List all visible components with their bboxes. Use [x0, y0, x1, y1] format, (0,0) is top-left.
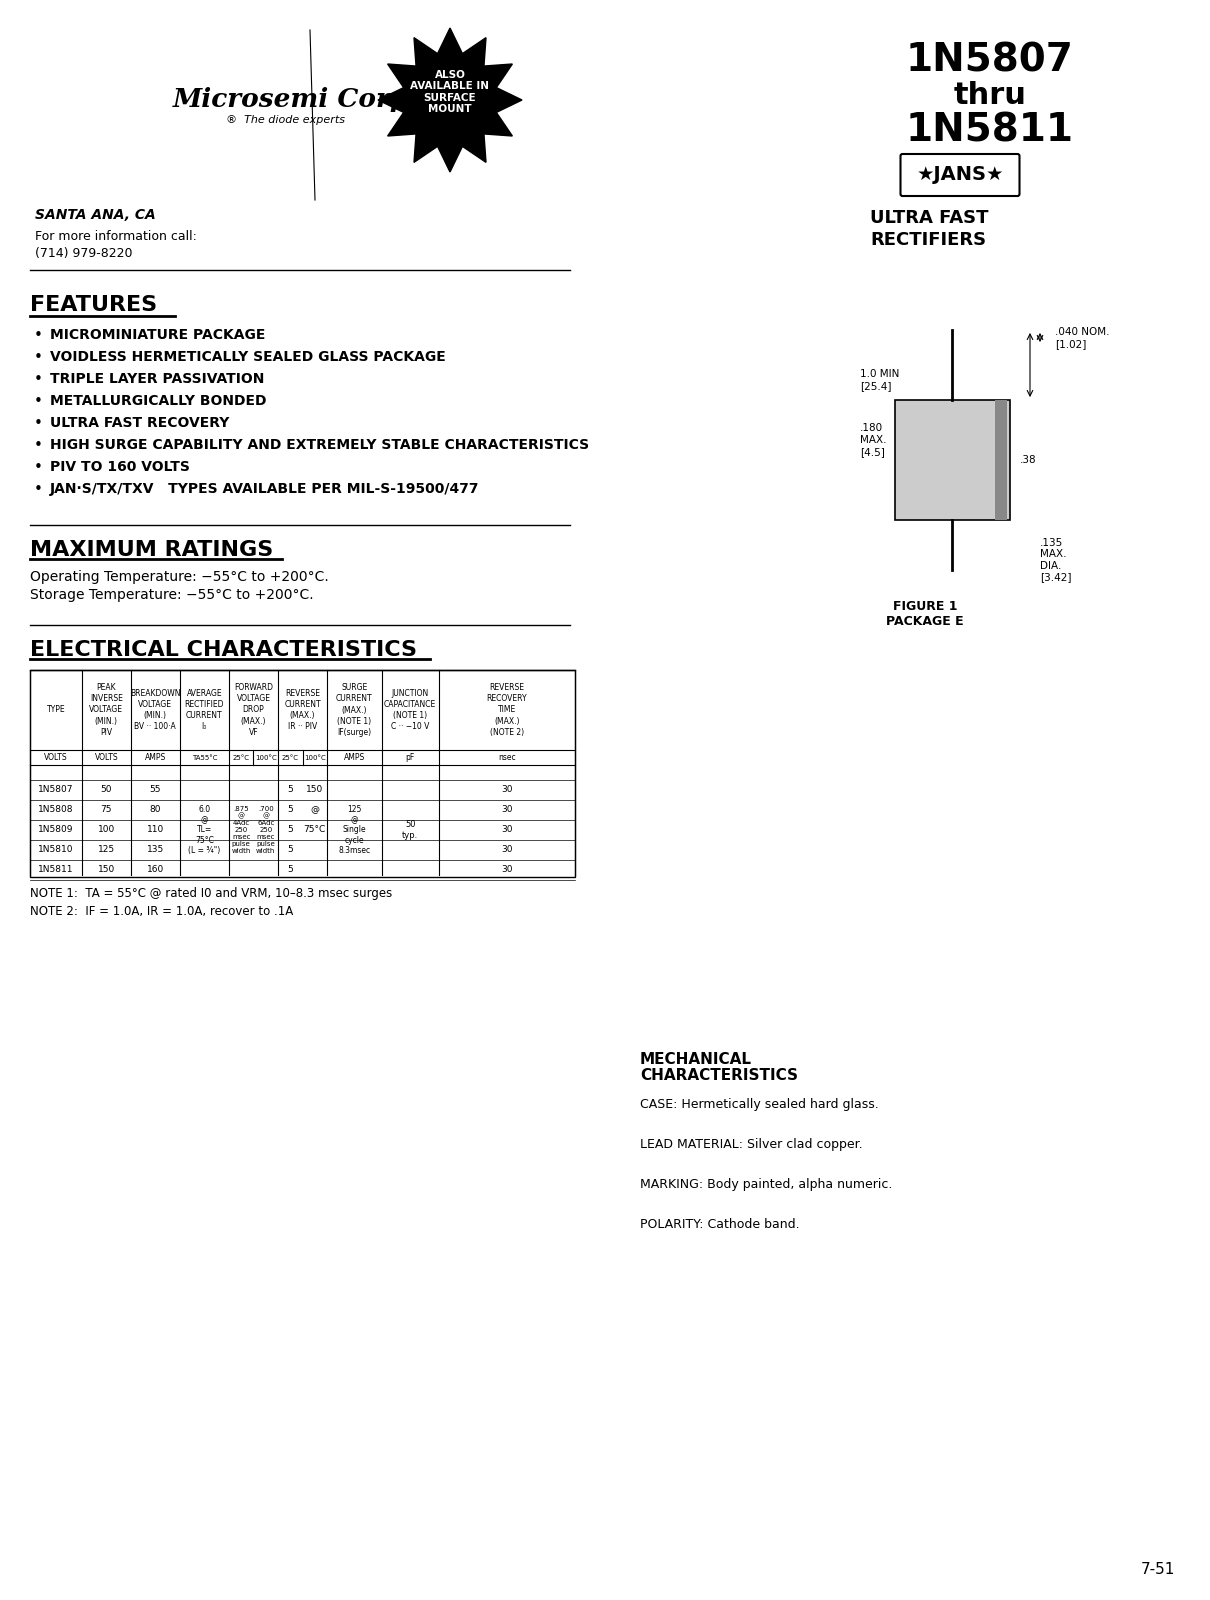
Text: 75: 75: [100, 805, 113, 814]
Text: FIGURE 1
PACKAGE E: FIGURE 1 PACKAGE E: [886, 600, 964, 627]
Text: 50: 50: [100, 786, 113, 795]
Text: 125
@
Single
cycle
8.3msec: 125 @ Single cycle 8.3msec: [339, 805, 370, 856]
Text: .38: .38: [1020, 454, 1037, 466]
Text: 25°C: 25°C: [282, 755, 299, 762]
Text: @: @: [310, 805, 319, 814]
Text: TYPE: TYPE: [46, 706, 65, 715]
Bar: [895, 400, 1010, 520]
Text: REVERSE
CURRENT
(MAX.)
IR ·· PIV: REVERSE CURRENT (MAX.) IR ·· PIV: [284, 690, 321, 731]
Text: 135: 135: [146, 845, 165, 854]
Text: ELECTRICAL CHARACTERISTICS: ELECTRICAL CHARACTERISTICS: [30, 640, 417, 659]
Text: 100: 100: [98, 826, 115, 835]
Text: (714) 979-8220: (714) 979-8220: [35, 246, 133, 259]
Text: MECHANICAL: MECHANICAL: [640, 1053, 751, 1067]
Text: .135
MAX.
DIA.
[3.42]: .135 MAX. DIA. [3.42]: [1041, 538, 1072, 582]
Text: •: •: [34, 416, 42, 430]
Text: 1N5811: 1N5811: [39, 866, 74, 875]
Text: TA55°C: TA55°C: [191, 755, 217, 762]
Text: •: •: [34, 459, 42, 475]
Text: POLARITY: Cathode band.: POLARITY: Cathode band.: [640, 1218, 800, 1230]
Text: 5: 5: [287, 786, 293, 795]
Text: nsec: nsec: [499, 754, 515, 763]
Text: NOTE 1:  TA = 55°C @ rated I0 and VRM, 10–8.3 msec surges: NOTE 1: TA = 55°C @ rated I0 and VRM, 10…: [30, 886, 392, 899]
Text: 25°C: 25°C: [232, 755, 249, 762]
Text: 1N5807: 1N5807: [906, 42, 1074, 78]
Text: 30: 30: [501, 845, 513, 854]
Text: ALSO
AVAILABLE IN
SURFACE
MOUNT: ALSO AVAILABLE IN SURFACE MOUNT: [410, 69, 490, 115]
Text: •: •: [34, 328, 42, 342]
Text: ULTRA FAST: ULTRA FAST: [870, 210, 989, 227]
Text: SURGE
CURRENT
(MAX.)
(NOTE 1)
IF(surge): SURGE CURRENT (MAX.) (NOTE 1) IF(surge): [336, 683, 373, 736]
Text: JUNCTION
CAPACITANCE
(NOTE 1)
C ·· −10 V: JUNCTION CAPACITANCE (NOTE 1) C ·· −10 V: [384, 690, 437, 731]
Text: RECTIFIERS: RECTIFIERS: [870, 230, 986, 250]
Text: 160: 160: [146, 866, 165, 875]
Bar: [995, 400, 1007, 520]
Text: LEAD MATERIAL: Silver clad copper.: LEAD MATERIAL: Silver clad copper.: [640, 1138, 863, 1150]
Text: MARKING: Body painted, alpha numeric.: MARKING: Body painted, alpha numeric.: [640, 1178, 892, 1190]
Text: MAXIMUM RATINGS: MAXIMUM RATINGS: [30, 541, 273, 560]
Text: BREAKDOWN
VOLTAGE
(MIN.)
BV ·· 100·A: BREAKDOWN VOLTAGE (MIN.) BV ·· 100·A: [131, 690, 180, 731]
Polygon shape: [378, 27, 522, 171]
Text: .040 NOM.
[1.02]: .040 NOM. [1.02]: [1055, 328, 1110, 349]
Text: 6.0
@
TL=
75°C
(L = ¾"): 6.0 @ TL= 75°C (L = ¾"): [189, 805, 220, 856]
Text: 125: 125: [98, 845, 115, 854]
Text: •: •: [34, 349, 42, 365]
Text: 75°C: 75°C: [304, 826, 325, 835]
Text: AVERAGE
RECTIFIED
CURRENT
I₀: AVERAGE RECTIFIED CURRENT I₀: [185, 690, 224, 731]
Text: 5: 5: [287, 805, 293, 814]
Text: 7-51: 7-51: [1141, 1563, 1175, 1578]
Text: PEAK
INVERSE
VOLTAGE
(MIN.)
PIV: PEAK INVERSE VOLTAGE (MIN.) PIV: [90, 683, 123, 736]
Text: 110: 110: [146, 826, 165, 835]
Text: •: •: [34, 482, 42, 496]
Text: 50
typ.: 50 typ.: [402, 821, 419, 840]
Text: 5: 5: [287, 866, 293, 875]
Text: ®  The diode experts: ® The diode experts: [225, 115, 345, 125]
Text: FEATURES: FEATURES: [30, 294, 157, 315]
Text: thru: thru: [953, 80, 1026, 109]
Text: MICROMINIATURE PACKAGE: MICROMINIATURE PACKAGE: [50, 328, 265, 342]
Text: FORWARD
VOLTAGE
DROP
(MAX.)
VF: FORWARD VOLTAGE DROP (MAX.) VF: [234, 683, 273, 736]
Text: 30: 30: [501, 866, 513, 875]
Text: 5: 5: [287, 845, 293, 854]
Text: VOIDLESS HERMETICALLY SEALED GLASS PACKAGE: VOIDLESS HERMETICALLY SEALED GLASS PACKA…: [50, 350, 445, 365]
Text: 80: 80: [150, 805, 161, 814]
Text: AMPS: AMPS: [344, 754, 365, 763]
Text: •: •: [34, 437, 42, 453]
Text: CASE: Hermetically sealed hard glass.: CASE: Hermetically sealed hard glass.: [640, 1098, 878, 1110]
Text: •: •: [34, 371, 42, 387]
Text: Operating Temperature: −55°C to +200°C.: Operating Temperature: −55°C to +200°C.: [30, 570, 329, 584]
Text: 30: 30: [501, 805, 513, 814]
Text: .875
@
4Adc
250
msec
pulse
width: .875 @ 4Adc 250 msec pulse width: [231, 806, 250, 854]
Text: ULTRA FAST RECOVERY: ULTRA FAST RECOVERY: [50, 416, 230, 430]
Text: 1N5808: 1N5808: [39, 805, 74, 814]
Text: REVERSE
RECOVERY
TIME
(MAX.)
(NOTE 2): REVERSE RECOVERY TIME (MAX.) (NOTE 2): [486, 683, 528, 736]
Text: 150: 150: [98, 866, 115, 875]
Text: 1N5810: 1N5810: [39, 845, 74, 854]
Text: METALLURGICALLY BONDED: METALLURGICALLY BONDED: [50, 394, 266, 408]
Text: VOLTS: VOLTS: [94, 754, 119, 763]
Text: 100°C: 100°C: [304, 755, 325, 762]
Text: .700
@
6Adc
250
msec
pulse
width: .700 @ 6Adc 250 msec pulse width: [257, 806, 276, 854]
Text: 1.0 MIN
[25.4]: 1.0 MIN [25.4]: [860, 370, 899, 390]
Text: 1N5811: 1N5811: [906, 110, 1074, 149]
Text: AMPS: AMPS: [145, 754, 166, 763]
Text: PIV TO 160 VOLTS: PIV TO 160 VOLTS: [50, 461, 190, 474]
Text: 1N5807: 1N5807: [39, 786, 74, 795]
Text: Storage Temperature: −55°C to +200°C.: Storage Temperature: −55°C to +200°C.: [30, 587, 313, 602]
Text: 150: 150: [306, 786, 323, 795]
Text: pF: pF: [405, 754, 415, 763]
Text: TRIPLE LAYER PASSIVATION: TRIPLE LAYER PASSIVATION: [50, 371, 264, 386]
Text: NOTE 2:  IF = 1.0A, IR = 1.0A, recover to .1A: NOTE 2: IF = 1.0A, IR = 1.0A, recover to…: [30, 904, 293, 917]
Text: 100°C: 100°C: [255, 755, 277, 762]
FancyBboxPatch shape: [900, 154, 1020, 195]
Text: •: •: [34, 394, 42, 408]
Text: 55: 55: [150, 786, 161, 795]
Text: VOLTS: VOLTS: [44, 754, 68, 763]
Text: JAN·S/TX/TXV   TYPES AVAILABLE PER MIL-S-19500/477: JAN·S/TX/TXV TYPES AVAILABLE PER MIL-S-1…: [50, 482, 479, 496]
Text: 30: 30: [501, 786, 513, 795]
Bar: [30, 670, 575, 877]
Text: SANTA ANA, CA: SANTA ANA, CA: [35, 208, 156, 222]
Text: 30: 30: [501, 826, 513, 835]
Text: 5: 5: [287, 826, 293, 835]
Text: ★JANS★: ★JANS★: [916, 165, 1004, 184]
